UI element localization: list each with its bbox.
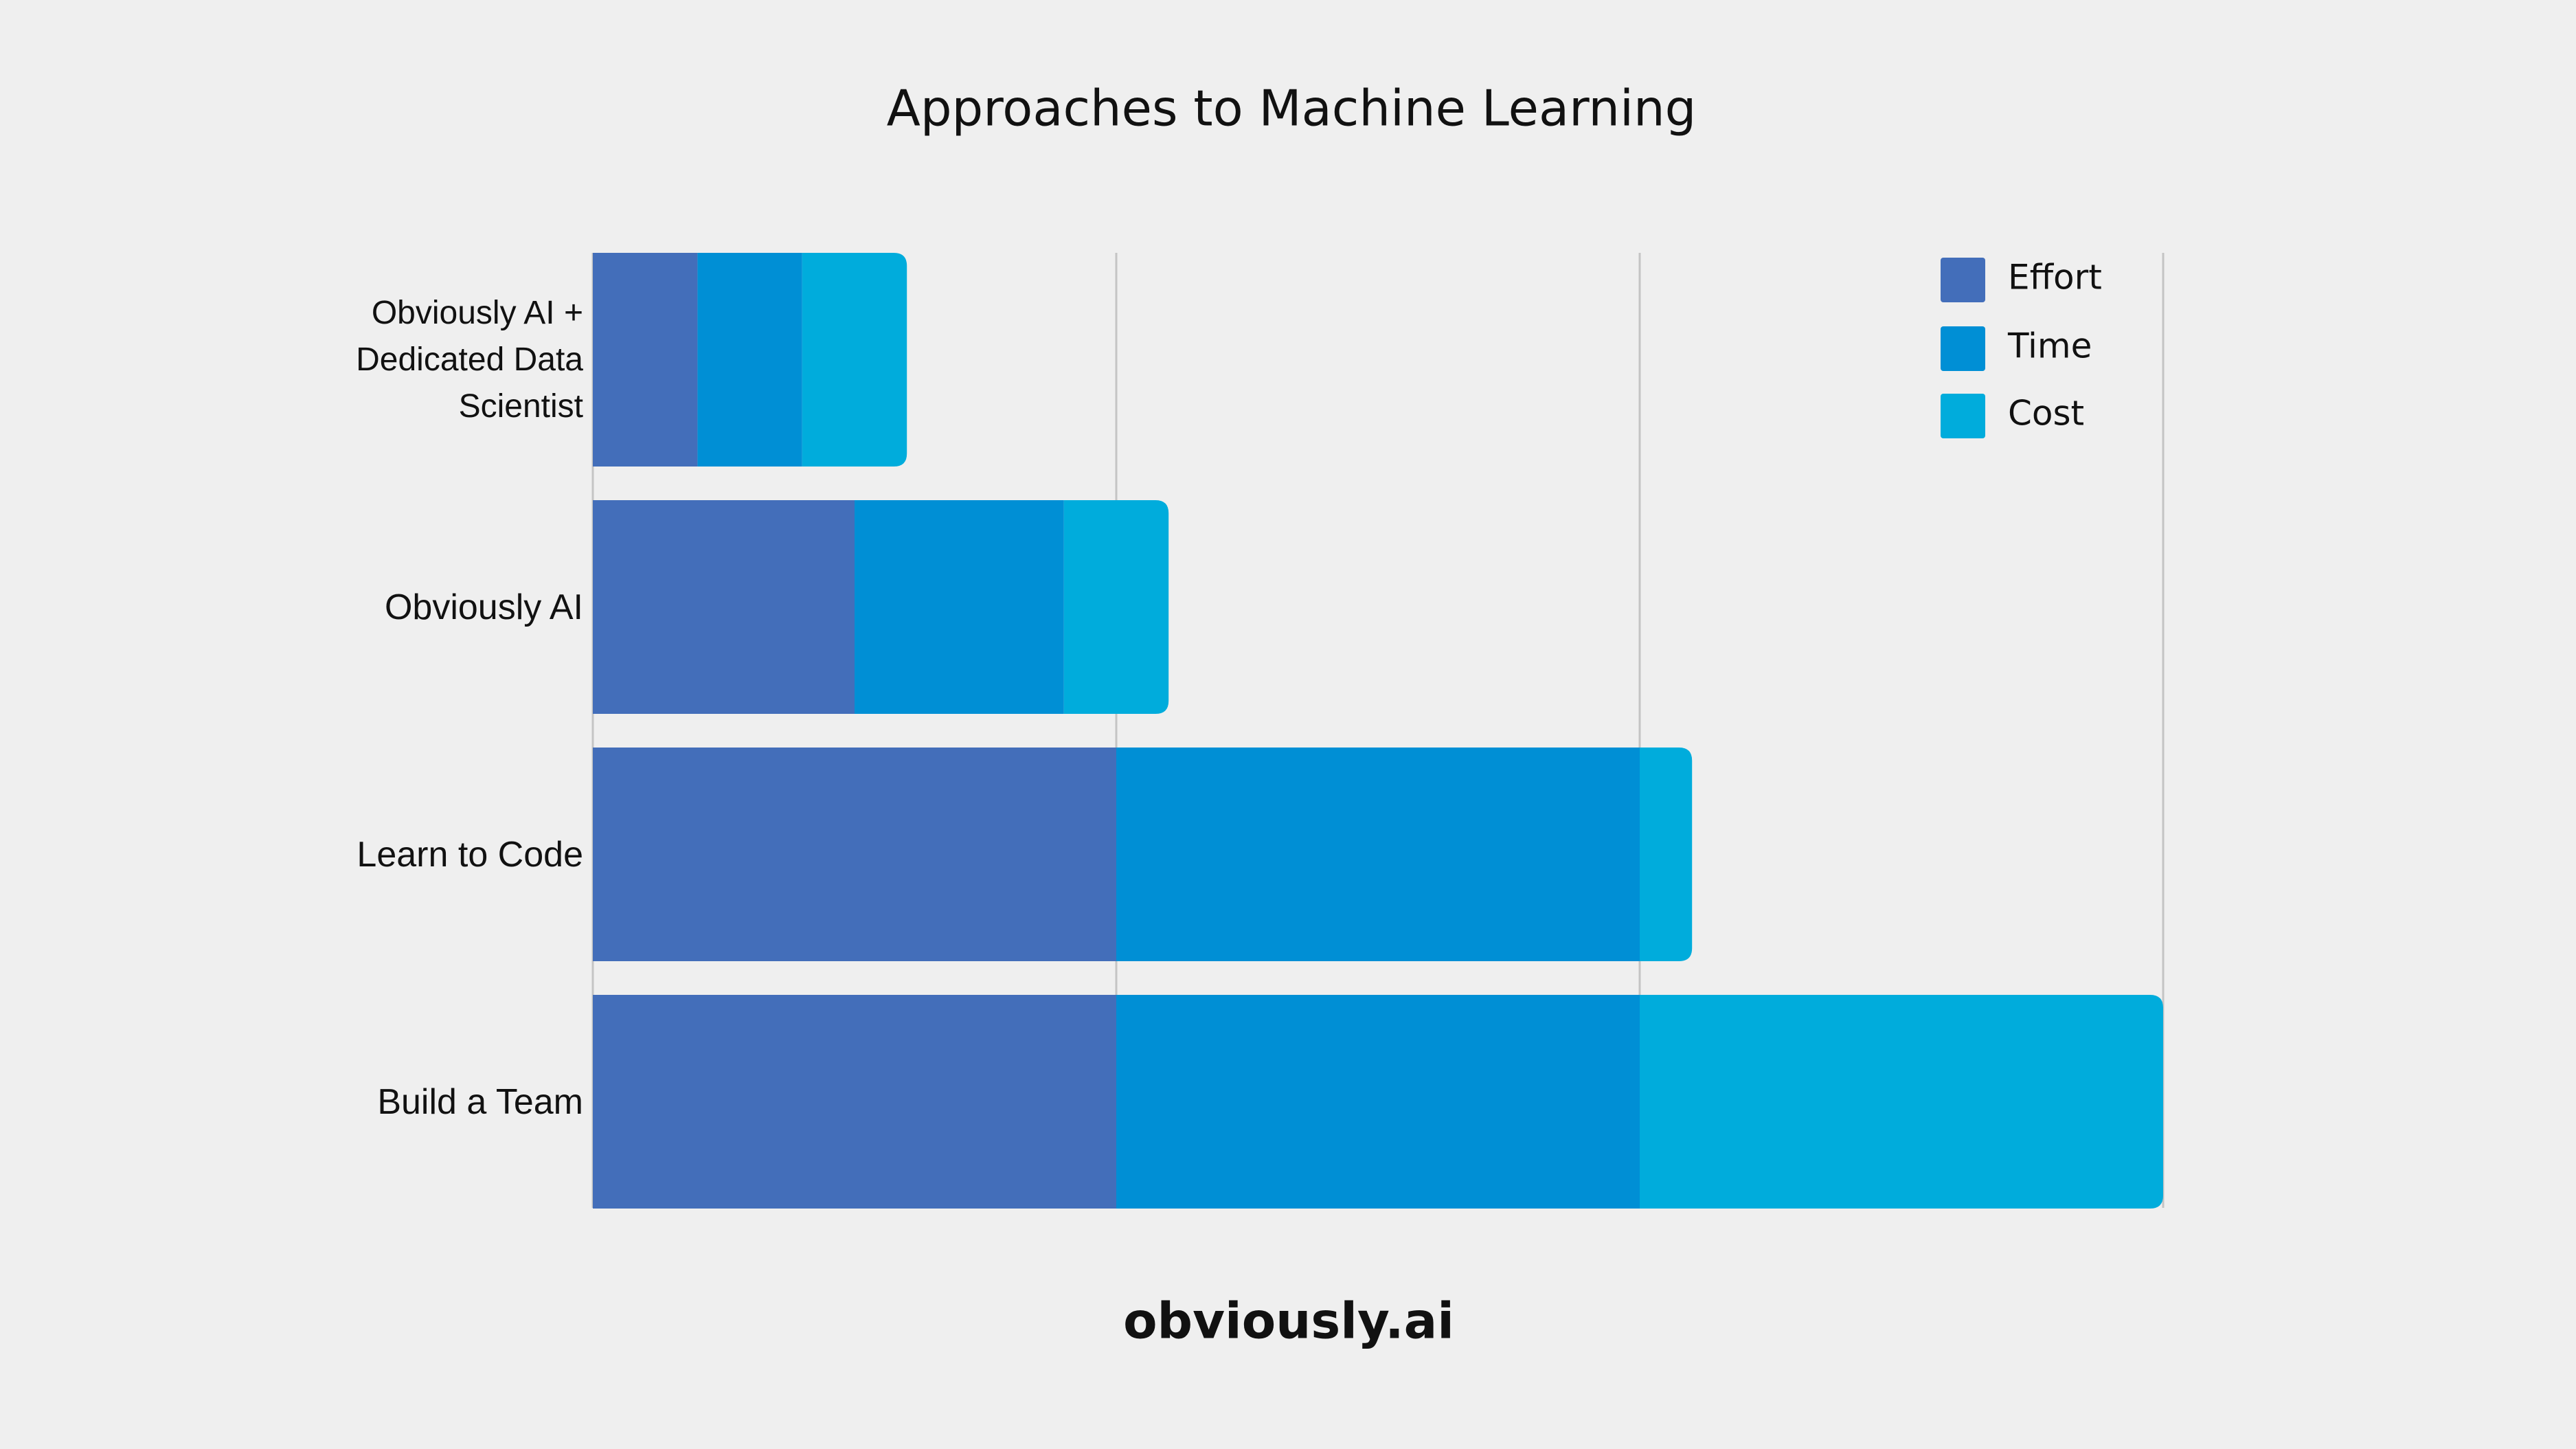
y-tick-label: Obviously AI + Dedicated Data Scientist	[356, 294, 583, 425]
bar-segment	[593, 500, 855, 714]
legend-label: Cost	[2008, 394, 2084, 434]
bar-segment	[697, 253, 802, 467]
bar-segment	[1116, 748, 1640, 961]
bar-segment	[593, 995, 1116, 1209]
bar-segment	[593, 253, 698, 467]
logo: obviously.ai	[1123, 1292, 1454, 1350]
y-tick-label: Learn to Code	[357, 834, 583, 875]
bar-segment	[593, 748, 1116, 961]
bar-segment	[855, 500, 1064, 714]
legend-label: Time	[2007, 326, 2092, 366]
legend-label: Effort	[2008, 258, 2102, 297]
legend-swatch	[1941, 326, 1985, 371]
bar-segment	[802, 253, 907, 467]
bar-segment	[1063, 500, 1169, 714]
legend-swatch	[1941, 394, 1985, 438]
y-tick-label: Build a Team	[377, 1081, 583, 1122]
bar-segment	[1640, 748, 1693, 961]
bar-segment	[1640, 995, 2163, 1209]
y-tick-label: Obviously AI	[384, 587, 583, 627]
bar-segment	[1116, 995, 1640, 1209]
legend-swatch	[1941, 258, 1985, 302]
chart-title: Approaches to Machine Learning	[887, 80, 1697, 137]
